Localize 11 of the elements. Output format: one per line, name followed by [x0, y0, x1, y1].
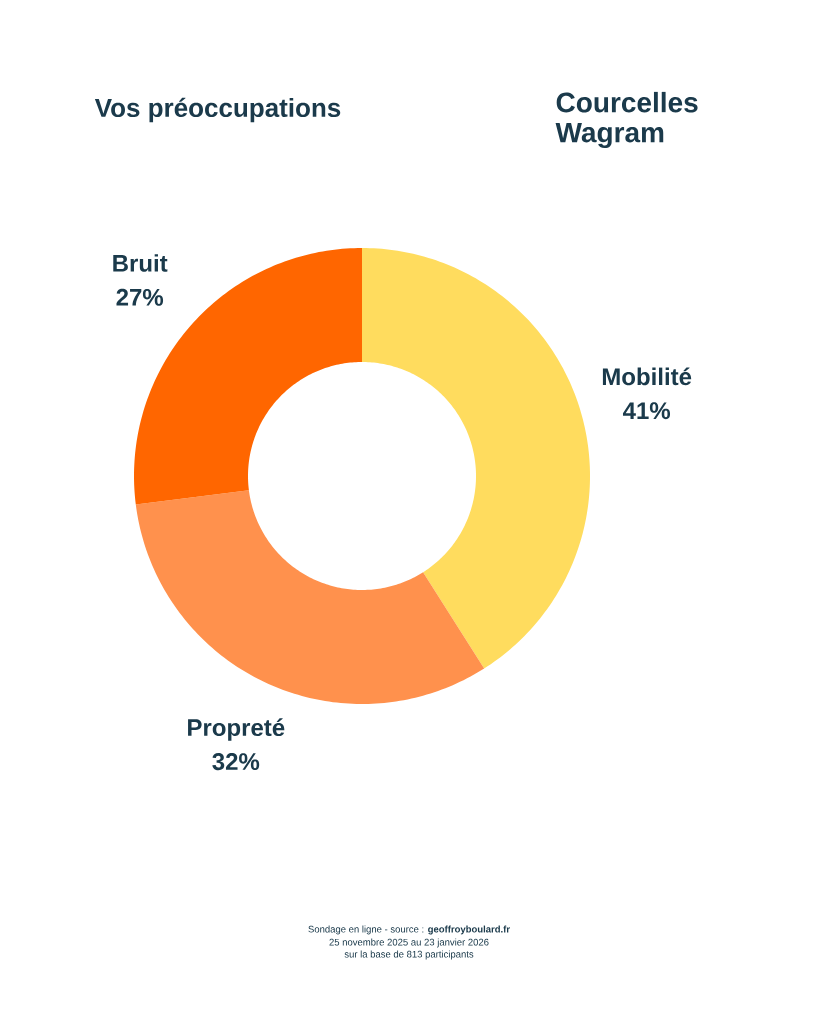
- chart-subtitle: Courcelles Wagram: [555, 91, 698, 149]
- slice-label: Propreté: [188, 718, 285, 741]
- slice-label: Bruit: [113, 254, 168, 272]
- chart-title: Vos préoccupations: [94, 97, 341, 123]
- data-label: 41%: [622, 402, 671, 420]
- data-label: 32%: [212, 753, 260, 771]
- text: Sondage en ligne - source : geoffroyboulard.fr: [308, 925, 510, 935]
- text: sur la base de 813 participants: [344, 950, 474, 960]
- text: 25 novembre 2025 au 23 janvier 2026: [329, 938, 489, 948]
- slice-label: Mobilité: [602, 367, 692, 386]
- data-label: 27%: [116, 288, 164, 306]
